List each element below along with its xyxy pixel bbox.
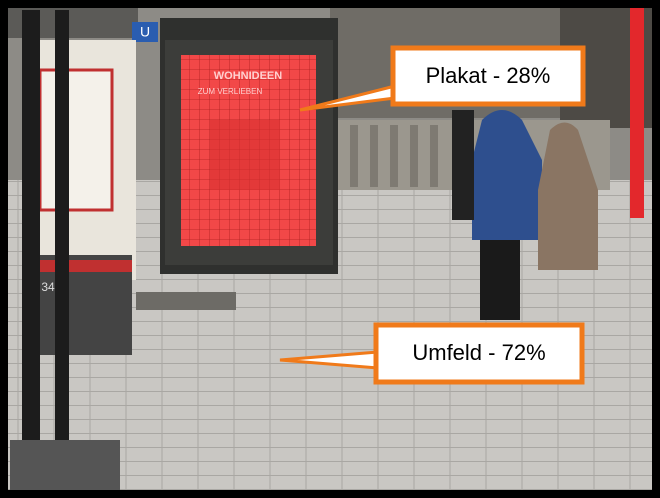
poster-title: WOHNIDEEN <box>214 70 283 82</box>
callout-label: Umfeld - 72% <box>412 340 545 365</box>
station-sign: U <box>140 24 150 40</box>
pole-number: 34 <box>41 280 55 294</box>
poster-subtitle: ZUM VERLIEBEN <box>198 87 263 96</box>
callout-label: Plakat - 28% <box>426 63 551 88</box>
screenshot: U 34 WOHNIDEEN ZUM VERLIEBEN Plakat - 28… <box>0 0 660 498</box>
